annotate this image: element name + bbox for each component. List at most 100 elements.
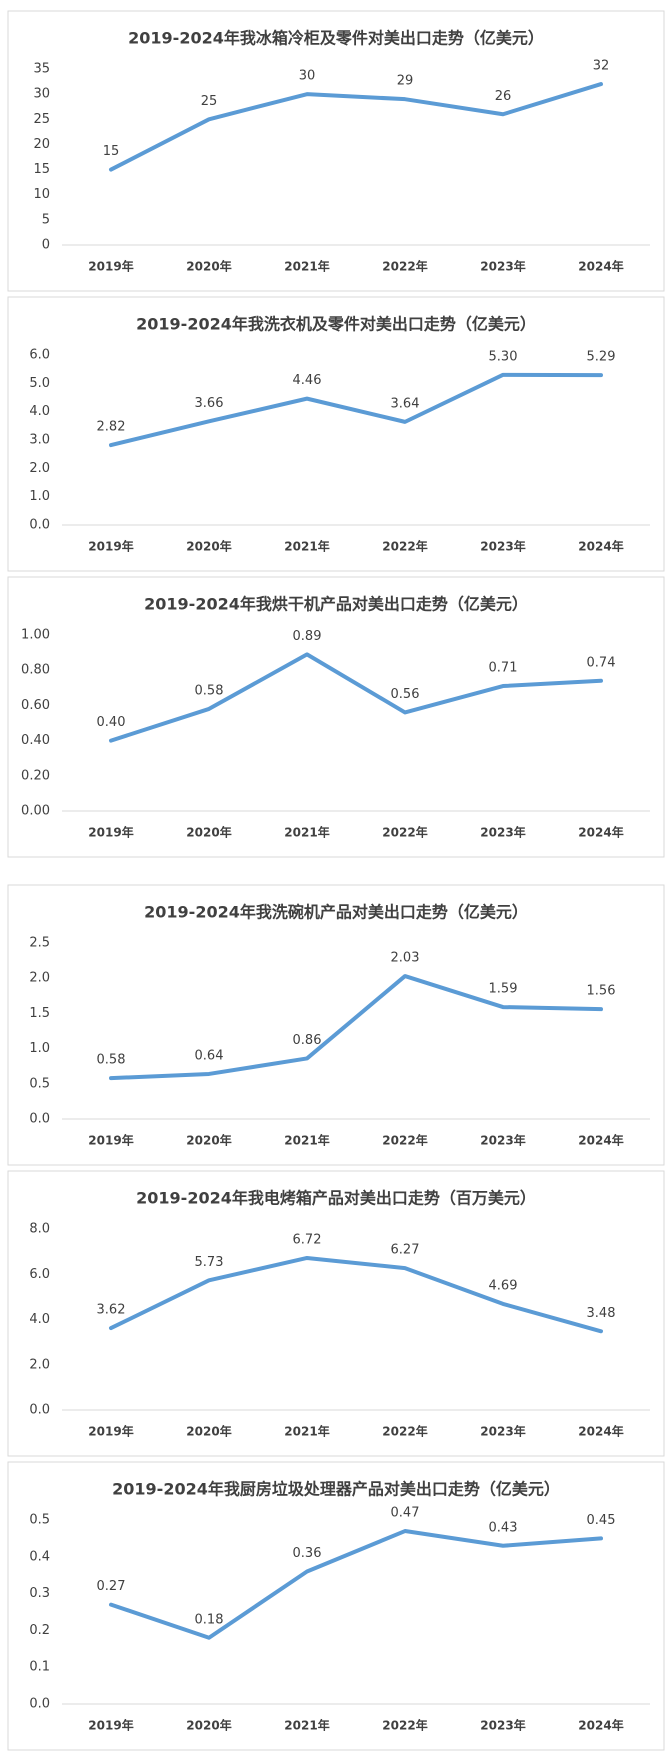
data-label: 15 [103, 144, 120, 159]
x-tick-label: 2020年 [186, 259, 231, 274]
x-tick-label: 2021年 [284, 1133, 329, 1148]
y-tick-label: 5.0 [29, 376, 50, 391]
data-label: 0.74 [587, 655, 616, 670]
y-tick-label: 0 [42, 238, 50, 253]
data-label: 0.47 [391, 1506, 420, 1521]
y-tick-label: 0.1 [29, 1660, 50, 1675]
data-label: 0.89 [293, 629, 322, 644]
chart-title: 2019-2024年我洗衣机及零件对美出口走势（亿美元） [136, 315, 536, 334]
x-tick-label: 2021年 [284, 539, 329, 554]
data-label: 3.64 [391, 396, 420, 411]
data-label: 5.29 [587, 350, 616, 365]
panel-frame [7, 1461, 665, 1751]
y-tick-label: 3.0 [29, 433, 50, 448]
x-tick-label: 2024年 [578, 539, 623, 554]
data-label: 26 [495, 89, 512, 104]
x-tick-label: 2019年 [88, 825, 133, 840]
y-tick-label: 0.0 [29, 1697, 50, 1712]
data-label: 0.36 [293, 1546, 322, 1561]
x-tick-label: 2022年 [382, 825, 427, 840]
data-line [109, 1255, 603, 1334]
y-tick-label: 0.00 [21, 804, 50, 819]
x-tick-label: 2023年 [480, 1133, 525, 1148]
x-tick-label: 2020年 [186, 825, 231, 840]
data-label: 0.43 [489, 1520, 518, 1535]
data-label: 30 [299, 69, 316, 84]
y-tick-label: 1.5 [29, 1006, 50, 1021]
y-tick-label: 2.0 [29, 461, 50, 476]
x-tick-label: 2024年 [578, 259, 623, 274]
data-label: 5.73 [195, 1255, 224, 1270]
x-tick-label: 2022年 [382, 259, 427, 274]
data-label: 2.82 [97, 420, 126, 435]
panel-frame [7, 1170, 665, 1457]
data-label: 0.58 [97, 1053, 126, 1068]
y-tick-label: 2.0 [29, 1357, 50, 1372]
y-tick-label: 8.0 [29, 1222, 50, 1237]
y-tick-label: 10 [33, 187, 50, 202]
x-tick-label: 2019年 [88, 1718, 133, 1733]
x-tick-label: 2024年 [578, 1424, 623, 1439]
y-tick-label: 2.5 [29, 936, 50, 951]
y-tick-label: 5 [42, 212, 50, 227]
data-label: 0.27 [97, 1579, 126, 1594]
y-tick-label: 0.60 [21, 698, 50, 713]
chart-panel: 2019-2024年我烘干机产品对美出口走势（亿美元） 0.00 0.20 0.40 0… [7, 576, 665, 858]
y-tick-label: 6.0 [29, 348, 50, 363]
y-tick-label: 4.0 [29, 404, 50, 419]
chart-title: 2019-2024年我烘干机产品对美出口走势（亿美元） [144, 595, 528, 614]
chart-panel: 2019-2024年我电烤箱产品对美出口走势（百万美元） 0.0 2.0 4.0 6.0… [7, 1170, 665, 1457]
x-tick-label: 2023年 [480, 259, 525, 274]
x-tick-label: 2022年 [382, 1424, 427, 1439]
chart-title: 2019-2024年我电烤箱产品对美出口走势（百万美元） [136, 1189, 536, 1208]
data-line [109, 974, 603, 1081]
data-line [109, 652, 603, 743]
x-tick-label: 2023年 [480, 825, 525, 840]
panel-frame [7, 884, 665, 1166]
y-tick-label: 0.20 [21, 768, 50, 783]
x-tick-label: 2020年 [186, 1718, 231, 1733]
chart-panel: 2019-2024年我洗碗机产品对美出口走势（亿美元） 0.0 0.5 1.0 1.5 2… [7, 884, 665, 1166]
data-label: 1.56 [587, 984, 616, 999]
data-label: 0.45 [587, 1513, 616, 1528]
y-tick-label: 4.0 [29, 1312, 50, 1327]
x-tick-label: 2019年 [88, 539, 133, 554]
data-line [109, 372, 603, 448]
x-tick-label: 2021年 [284, 825, 329, 840]
data-label: 2.03 [391, 951, 420, 966]
y-tick-label: 15 [33, 162, 50, 177]
x-tick-label: 2020年 [186, 1133, 231, 1148]
x-tick-label: 2022年 [382, 1718, 427, 1733]
y-tick-label: 2.0 [29, 971, 50, 986]
x-tick-label: 2019年 [88, 1424, 133, 1439]
chart-panel: 2019-2024年我洗衣机及零件对美出口走势（亿美元） 0.0 1.0 2.0 3.0… [7, 296, 665, 572]
data-label: 0.64 [195, 1048, 224, 1063]
chart-panel: 2019-2024年我冰箱冷柜及零件对美出口走势（亿美元） 0 5 10 15 20 25 3… [7, 10, 665, 292]
data-line [109, 1529, 603, 1640]
data-label: 5.30 [489, 349, 518, 364]
panel-frame [7, 10, 665, 292]
data-label: 0.58 [195, 683, 224, 698]
x-tick-label: 2020年 [186, 539, 231, 554]
data-label: 0.56 [391, 687, 420, 702]
chart-title: 2019-2024年我洗碗机产品对美出口走势（亿美元） [144, 903, 528, 922]
x-tick-label: 2023年 [480, 1718, 525, 1733]
data-label: 1.59 [489, 982, 518, 997]
y-tick-label: 25 [33, 112, 50, 127]
data-line [109, 82, 603, 172]
x-tick-label: 2024年 [578, 1133, 623, 1148]
x-tick-label: 2020年 [186, 1424, 231, 1439]
data-label: 3.66 [195, 396, 224, 411]
y-tick-label: 0.0 [29, 1112, 50, 1127]
x-tick-label: 2021年 [284, 1718, 329, 1733]
x-tick-label: 2022年 [382, 1133, 427, 1148]
chart-title: 2019-2024年我厨房垃圾处理器产品对美出口走势（亿美元） [112, 1480, 560, 1499]
x-tick-label: 2021年 [284, 1424, 329, 1439]
data-label: 0.18 [195, 1612, 224, 1627]
data-label: 6.72 [293, 1232, 322, 1247]
chart-title: 2019-2024年我冰箱冷柜及零件对美出口走势（亿美元） [128, 29, 544, 48]
y-tick-label: 1.00 [21, 628, 50, 643]
x-tick-label: 2024年 [578, 1718, 623, 1733]
x-tick-label: 2019年 [88, 1133, 133, 1148]
